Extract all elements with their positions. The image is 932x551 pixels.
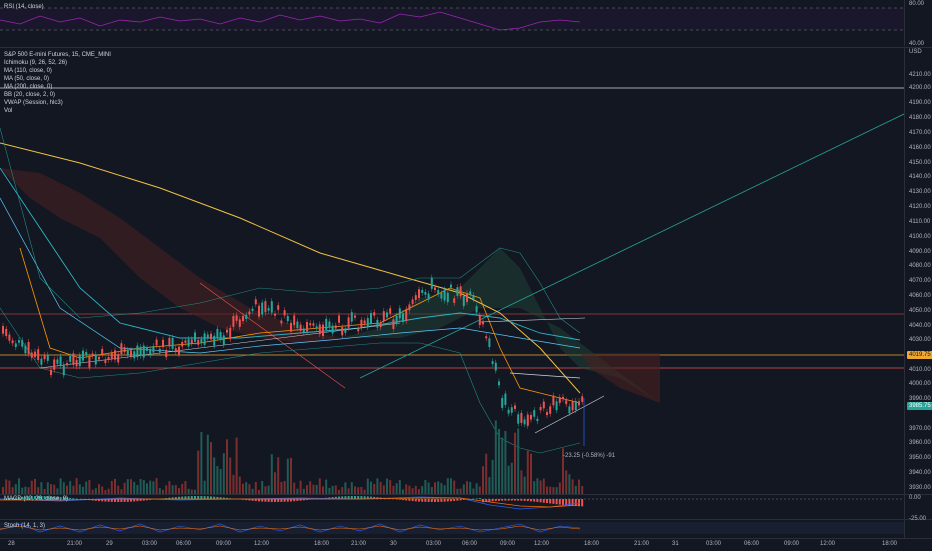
- measure-label: -23.25 (-0.58%) -91: [563, 452, 615, 460]
- indicator-ma110[interactable]: MA (110, close, 0): [4, 67, 52, 75]
- stoch-pane[interactable]: Stoch (14, 1, 3): [0, 520, 904, 538]
- macd-pane[interactable]: MACD (12, 26, close, 9): [0, 495, 904, 519]
- price-tick-label: 4140.00: [909, 174, 931, 181]
- price-tick-label: 4110.00: [909, 219, 930, 226]
- indicator-vol[interactable]: Vol: [4, 107, 12, 115]
- price-tick-label: 4120.00: [909, 204, 931, 211]
- price-tick-label: 4160.00: [909, 145, 931, 152]
- last-price-tag: 3985.75: [907, 402, 932, 410]
- time-tick-label: 18:00: [882, 541, 897, 548]
- time-tick-label: 18:00: [314, 541, 329, 548]
- time-axis[interactable]: 28 21:00 29 03:00 06:00 09:00 12:00 18:00 21:00 3…: [0, 538, 932, 551]
- time-tick-label: 09:00: [500, 541, 515, 548]
- price-tick-label: 3940.00: [909, 470, 931, 477]
- price-tick-label: 4030.00: [909, 337, 931, 344]
- price-axis[interactable]: USD 4210.00 4200.00 4190.00 4180.00 4170.00 4…: [904, 48, 932, 494]
- price-tick-label: 4180.00: [909, 115, 931, 122]
- time-tick-label: 30: [390, 541, 397, 548]
- time-tick-label: 09:00: [784, 541, 799, 548]
- price-tick-label: 4150.00: [909, 160, 931, 167]
- price-tick-label: 4050.00: [909, 308, 931, 315]
- price-chart: [0, 48, 904, 494]
- time-tick-label: 09:00: [216, 541, 231, 548]
- price-tick-label: 4130.00: [909, 189, 931, 196]
- time-tick-label: 21:00: [351, 541, 366, 548]
- time-tick-label: 06:00: [176, 541, 191, 548]
- currency-label: USD: [909, 49, 922, 56]
- time-tick-label: 28: [8, 541, 15, 548]
- price-tick-label: 4090.00: [909, 249, 931, 256]
- main-title: S&P 500 E-mini Futures, 15, CME_MINI: [4, 51, 111, 59]
- macd-level: 0.00: [909, 495, 921, 502]
- time-tick-label: 12:00: [254, 541, 269, 548]
- indicator-ma200[interactable]: MA (200, close, 0): [4, 83, 52, 91]
- macd-plot: [0, 495, 904, 519]
- price-tick-label: 4200.00: [909, 85, 931, 92]
- time-tick-label: 12:00: [820, 541, 835, 548]
- time-tick-label: 18:00: [584, 541, 599, 548]
- stoch-level: -25.00: [909, 516, 926, 523]
- indicator-vwap[interactable]: VWAP (Session, hlc3): [4, 99, 63, 107]
- rsi-label: RSI (14, close): [4, 3, 44, 11]
- price-tick-label: 4000.00: [909, 381, 931, 388]
- price-tick-label: 3970.00: [909, 426, 931, 433]
- time-tick-label: 31: [672, 541, 679, 548]
- rsi-plot: [0, 0, 904, 46]
- time-tick-label: 06:00: [462, 541, 477, 548]
- price-tick-label: 4060.00: [909, 293, 931, 300]
- macd-label: MACD (12, 26, close, 9): [4, 495, 68, 503]
- time-tick-label: 03:00: [142, 541, 157, 548]
- time-tick-label: 29: [106, 541, 113, 548]
- price-tick-label: 4080.00: [909, 263, 931, 270]
- time-tick-label: 06:00: [744, 541, 759, 548]
- price-tick-label: 3930.00: [909, 485, 931, 492]
- time-tick-label: 03:00: [706, 541, 721, 548]
- price-tick-label: 4040.00: [909, 323, 931, 330]
- time-tick-label: 21:00: [634, 541, 649, 548]
- indicator-ma50[interactable]: MA (50, close, 0): [4, 75, 49, 83]
- price-tick-label: 4210.00: [909, 72, 931, 79]
- time-tick-label: 03:00: [426, 541, 441, 548]
- indicator-bb[interactable]: BB (20, close, 2, 0): [4, 91, 55, 99]
- price-tick-label: 3950.00: [909, 455, 931, 462]
- indicator-ichimoku[interactable]: Ichimoku (9, 26, 52, 26): [4, 59, 67, 67]
- price-tick-label: 4100.00: [909, 234, 931, 241]
- main-chart-pane[interactable]: S&P 500 E-mini Futures, 15, CME_MINI Ich…: [0, 48, 904, 494]
- rsi-level-80: 80.00: [909, 1, 924, 8]
- stoch-axis[interactable]: -25.00: [904, 520, 932, 538]
- price-tick-label: 4170.00: [909, 130, 931, 137]
- rsi-axis[interactable]: 80.00 40.00: [904, 0, 932, 46]
- price-tick-label: 4010.00: [909, 367, 931, 374]
- price-tick-label: 4190.00: [909, 100, 931, 107]
- price-tick-label: 3960.00: [909, 440, 931, 447]
- stoch-label: Stoch (14, 1, 3): [4, 522, 45, 530]
- rsi-pane[interactable]: RSI (14, close): [0, 0, 904, 46]
- time-tick-label: 21:00: [67, 541, 82, 548]
- stoch-plot: [0, 520, 904, 538]
- level-tag: 4019.75: [907, 351, 932, 359]
- price-tick-label: 4070.00: [909, 278, 931, 285]
- time-tick-label: 12:00: [534, 541, 549, 548]
